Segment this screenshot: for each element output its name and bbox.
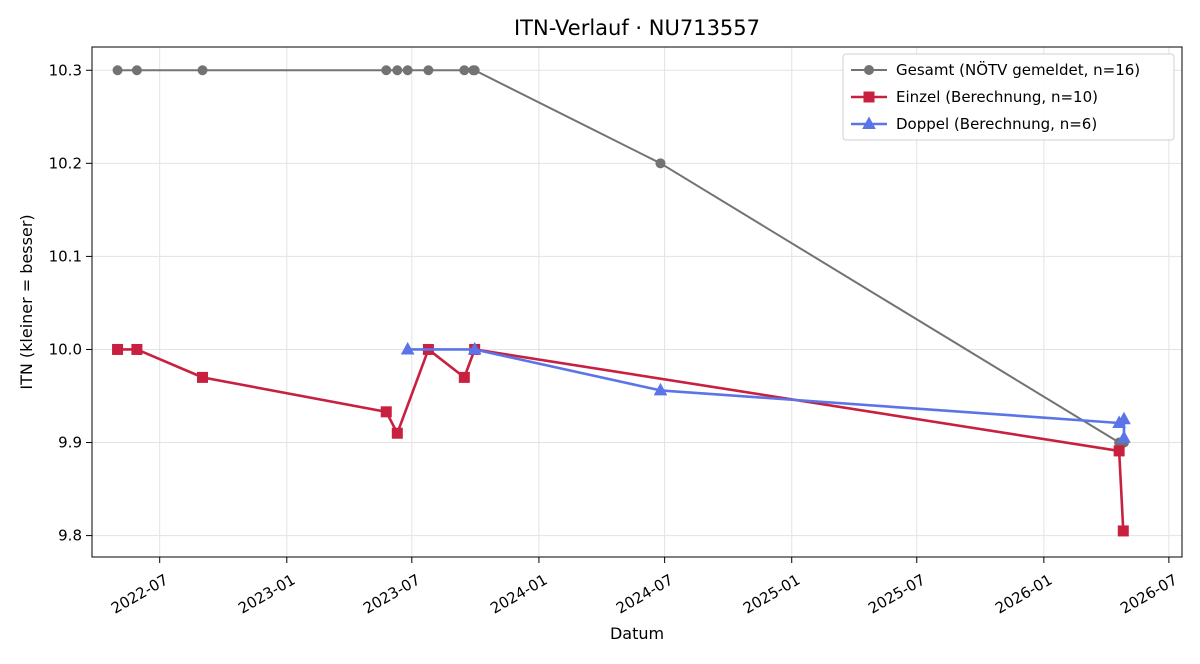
data-point-doppel [1117,430,1131,443]
data-point-doppel [653,382,668,396]
data-point-gesamt [131,65,142,76]
legend-label-doppel: Doppel (Berechnung, n=6) [896,115,1097,133]
legend-item-gesamt: Gesamt (NÖTV gemeldet, n=16) [851,60,1140,79]
x-tick-label: 2023-07 [360,571,423,618]
data-point-einzel [380,406,392,418]
x-tick-label: 2025-01 [740,571,803,618]
data-point-gesamt [459,65,470,76]
series-layer [112,65,1131,537]
legend-label-gesamt: Gesamt (NÖTV gemeldet, n=16) [896,60,1140,79]
data-point-gesamt [197,65,208,76]
series-doppel [400,341,1131,443]
y-tick-label: 9.8 [58,527,82,545]
y-axis-label: ITN (kleiner = besser) [17,214,36,389]
x-axis-ticks: 2022-07 2023-01 2023-07 2024-01 2024-07 2025-… [108,557,1180,618]
data-point-gesamt [469,65,480,76]
x-tick-label: 2022-07 [108,571,171,618]
x-tick-label: 2026-01 [992,571,1055,618]
legend-marker-einzel [863,91,875,103]
data-point-gesamt [423,65,434,76]
data-point-doppel [467,341,482,355]
chart-title: ITN-Verlauf · NU713557 [514,16,760,40]
data-point-einzel [197,371,209,383]
y-tick-label: 10.2 [49,154,82,172]
x-tick-label: 2024-07 [613,571,676,618]
x-axis-label: Datum [610,624,664,643]
legend-item-doppel: Doppel (Berechnung, n=6) [851,115,1097,133]
data-point-gesamt [381,65,392,76]
legend-marker-gesamt [864,65,874,75]
series-line-doppel [407,348,1126,438]
y-tick-label: 10.1 [49,247,82,265]
data-point-einzel [112,343,124,355]
x-tick-label: 2025-07 [865,571,928,618]
data-point-doppel [400,341,415,355]
grid-lines [92,47,1182,557]
y-axis-ticks: 9.8 9.9 10.0 10.1 10.2 10.3 [49,61,92,545]
x-tick-label: 2026-07 [1117,571,1180,618]
x-tick-label: 2023-01 [235,571,298,618]
series-einzel [112,343,1129,537]
data-point-einzel [1117,525,1129,537]
legend-box [842,53,1175,141]
data-point-gesamt [112,65,123,76]
data-point-einzel [458,371,470,383]
y-tick-label: 10.0 [49,340,82,358]
data-point-gesamt [392,65,403,76]
y-tick-label: 9.9 [58,434,82,452]
legend-label-einzel: Einzel (Berechnung, n=10) [896,88,1098,106]
legend-item-einzel: Einzel (Berechnung, n=10) [851,88,1098,106]
data-point-einzel [391,427,403,439]
data-point-gesamt [655,158,666,169]
legend-marker-doppel [862,116,876,129]
data-point-einzel [1113,445,1125,457]
legend: Gesamt (NÖTV gemeldet, n=16) Einzel (Bere… [842,53,1175,141]
x-tick-label: 2024-01 [487,571,550,618]
data-point-gesamt [402,65,413,76]
plot-frame [91,46,1183,558]
series-line-einzel [117,348,1125,532]
data-point-einzel [131,343,143,355]
y-tick-label: 10.3 [49,61,82,79]
data-point-doppel [1117,411,1131,425]
